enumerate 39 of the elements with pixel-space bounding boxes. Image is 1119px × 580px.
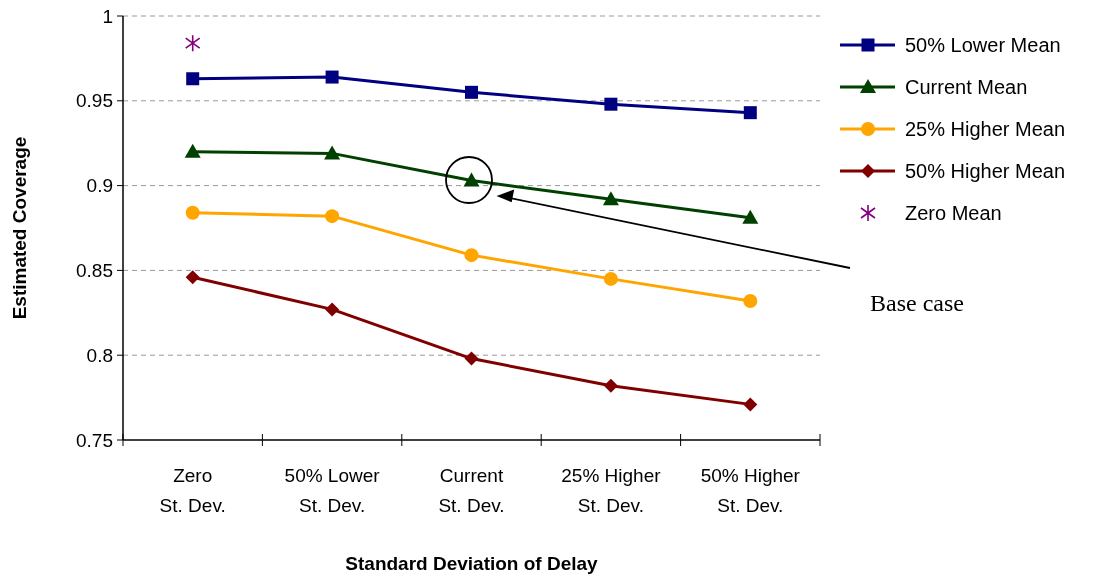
y-axis-title: Estimated Coverage xyxy=(9,136,30,320)
legend-label: Zero Mean xyxy=(905,202,1002,224)
point xyxy=(325,302,340,317)
point xyxy=(186,72,200,86)
x-tick-label: Current St. Dev. xyxy=(438,465,505,516)
point xyxy=(603,378,618,393)
point xyxy=(324,145,341,160)
y-tick-label: 0.75 xyxy=(76,429,113,451)
point xyxy=(464,351,479,366)
legend-label: 50% Lower Mean xyxy=(905,34,1061,56)
x-axis-title: Standard Deviation of Delay xyxy=(345,553,599,574)
text: Base case xyxy=(870,290,964,316)
point xyxy=(603,271,618,286)
point xyxy=(742,209,759,224)
y-tick-label: 0.85 xyxy=(76,260,113,282)
y-tick-label: 0.95 xyxy=(76,90,113,112)
point xyxy=(743,397,758,412)
y-tick-label: 0.9 xyxy=(86,175,113,197)
y-tick-label: 1 xyxy=(102,5,113,27)
point xyxy=(325,209,340,224)
x-tick-label: 25% Higher St. Dev. xyxy=(561,465,662,516)
x-tick-label: 50% Higher St. Dev. xyxy=(700,465,801,516)
y-tick-label: 0.8 xyxy=(86,344,113,366)
point xyxy=(465,85,478,99)
point xyxy=(184,34,201,52)
legend-label: 50% Higher Mean xyxy=(905,160,1066,182)
point xyxy=(602,191,619,206)
point xyxy=(604,97,618,111)
x-tick-label: 50% Lower St. Dev. xyxy=(284,465,381,516)
point xyxy=(743,293,758,308)
legend-label: Current Mean xyxy=(905,76,1028,98)
point xyxy=(185,205,200,220)
x-tick-label: Zero St. Dev. xyxy=(159,465,226,516)
point xyxy=(184,143,201,158)
point xyxy=(464,248,479,263)
point xyxy=(185,270,200,285)
point xyxy=(743,106,757,120)
legend-label: 25% Higher Mean xyxy=(905,118,1066,140)
point xyxy=(325,70,339,84)
